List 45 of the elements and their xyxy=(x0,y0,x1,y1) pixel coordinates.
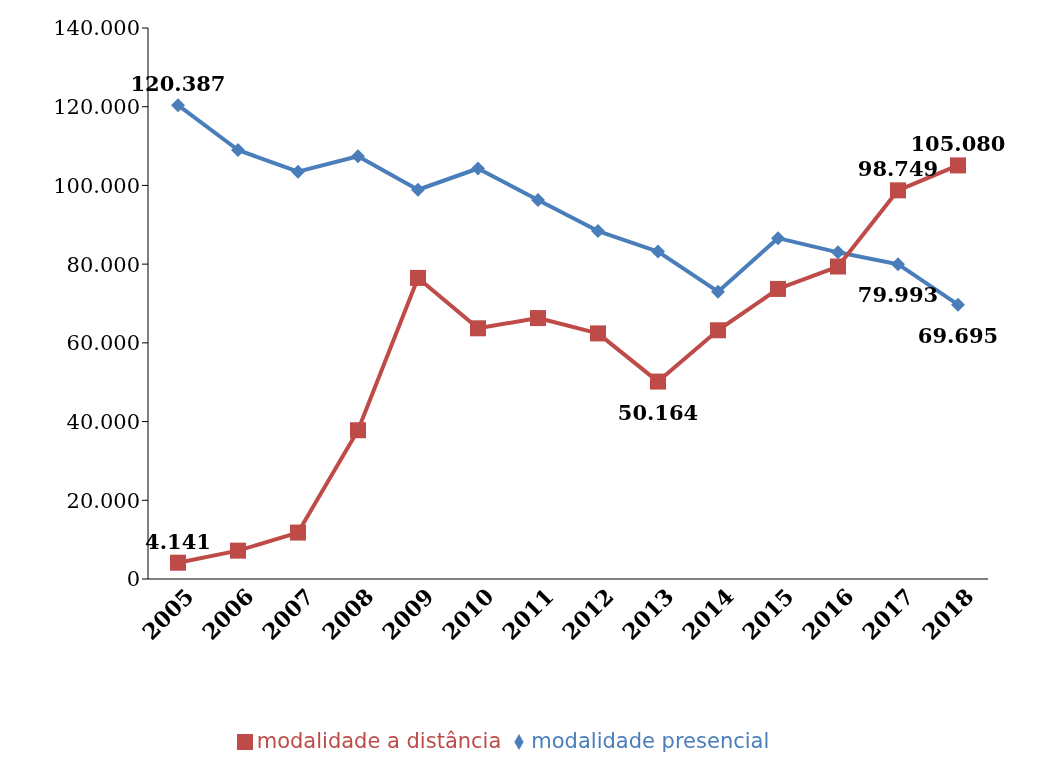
point xyxy=(710,322,726,339)
point xyxy=(531,192,545,207)
y-tick-label: 80.000 xyxy=(66,252,140,277)
y-tick-label: 100.000 xyxy=(53,173,140,198)
point xyxy=(651,244,665,259)
y-tick-label: 120.000 xyxy=(53,95,140,120)
y-tick-label: 40.000 xyxy=(66,410,140,435)
point xyxy=(950,157,966,174)
y-tick-label: 140.000 xyxy=(53,16,140,41)
point xyxy=(891,257,905,272)
y-tick-label: 60.000 xyxy=(66,331,140,356)
legend-label: modalidade a distância xyxy=(256,729,502,753)
point xyxy=(350,422,366,439)
data-label: 120.387 xyxy=(130,71,226,97)
point xyxy=(171,98,185,113)
point xyxy=(291,164,305,179)
data-label: 105.080 xyxy=(910,131,1006,157)
legend-label: modalidade presencial xyxy=(531,729,770,753)
y-tick-label: 0 xyxy=(126,567,140,592)
point xyxy=(351,149,365,164)
point xyxy=(890,182,906,199)
data-label: 79.993 xyxy=(857,282,939,308)
point xyxy=(650,373,666,390)
data-label: 69.695 xyxy=(917,322,999,348)
point xyxy=(411,182,425,197)
point xyxy=(471,161,485,176)
point xyxy=(530,310,546,327)
point xyxy=(231,143,245,158)
point xyxy=(591,224,605,239)
y-tick-label: 20.000 xyxy=(66,488,140,513)
point xyxy=(590,325,606,342)
point xyxy=(711,284,725,299)
data-label: 4.141 xyxy=(145,528,211,554)
point xyxy=(771,231,785,246)
point xyxy=(770,280,786,297)
point xyxy=(410,269,426,286)
point xyxy=(170,554,186,571)
point xyxy=(830,258,846,275)
point xyxy=(951,297,965,312)
point xyxy=(470,320,486,337)
data-label: 98.749 xyxy=(857,156,939,182)
point xyxy=(831,245,845,260)
point xyxy=(230,542,246,559)
point xyxy=(290,524,306,541)
data-label: 50.164 xyxy=(617,399,699,425)
